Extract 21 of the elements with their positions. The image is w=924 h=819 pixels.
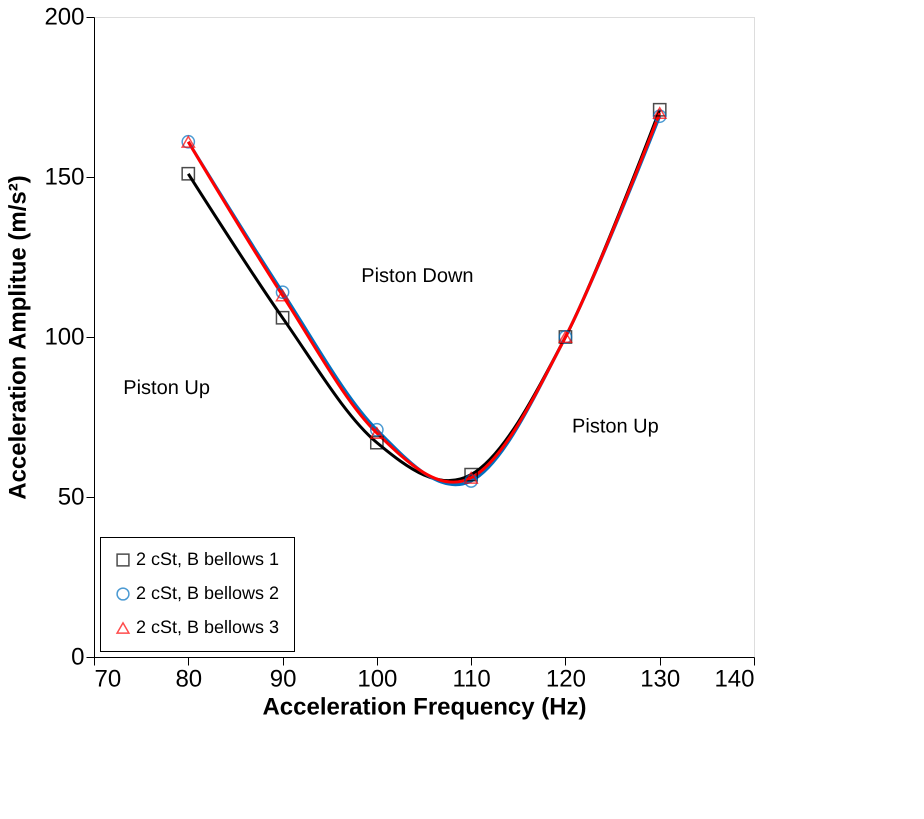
y-tick-label: 50 (58, 484, 84, 510)
x-tick-label: 130 (640, 666, 680, 692)
x-tick-label: 120 (546, 666, 586, 692)
legend-label: 2 cSt, B bellows 1 (136, 549, 280, 569)
x-tick-label: 110 (452, 666, 491, 692)
annotation: Piston Up (123, 377, 210, 400)
y-tick-label: 100 (44, 324, 84, 350)
y-tick-label: 200 (44, 4, 84, 30)
annotation: Piston Up (572, 416, 659, 438)
x-tick-label: 100 (357, 666, 398, 692)
y-axis-title: Acceleration Amplitue (m/s²) (4, 175, 32, 500)
legend-label: 2 cSt, B bellows 3 (136, 617, 280, 637)
x-tick-label: 70 (94, 666, 122, 692)
annotation: Piston Down (361, 265, 474, 288)
x-axis-title: Acceleration Frequency (Hz) (262, 694, 587, 720)
y-tick-label: 0 (71, 644, 84, 670)
x-tick-label: 140 (714, 666, 754, 692)
x-tick-label: 90 (270, 666, 296, 692)
y-tick-label: 150 (44, 164, 84, 190)
legend-label: 2 cSt, B bellows 2 (136, 583, 280, 603)
x-tick-label: 80 (175, 666, 202, 692)
